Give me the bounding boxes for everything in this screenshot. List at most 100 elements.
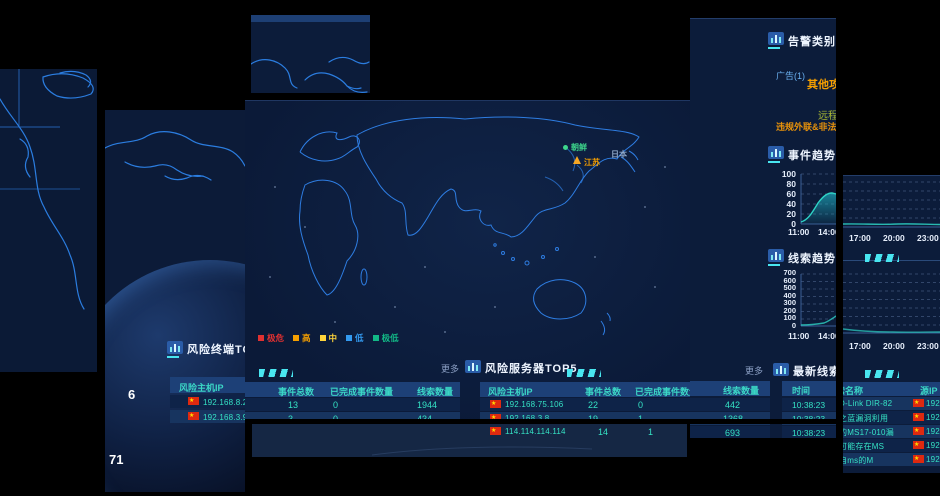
col-risk-host-ip: 风险主机IP [488,387,533,397]
table-row[interactable]: 之蓝漏洞利用 ★ 192.1 [843,411,940,424]
wordcloud-item[interactable]: 广告(1) [776,71,805,81]
window-right-strip: 17:00 20:00 23:00 17:00 20:00 23:00 索名称 … [843,175,940,473]
col-clue-count: 线索数量 [417,387,454,397]
legend-label: 极危 [267,333,285,343]
table-row[interactable]: 13 0 1944 [245,398,460,411]
cell-clue-name: 自ms的M [843,456,874,465]
x-tick: 17:00 [849,341,871,351]
cell-ip: 192.1 [926,399,940,408]
cell-done: 0 [333,414,339,421]
window-map-left: 6 71 风险终端TOP5 风险主机IP ★ 192.168.8.206 ★ 1… [105,110,245,492]
event-trend-chart [800,173,836,225]
bar-chart-icon [167,341,183,354]
y-tick: 80 [786,179,796,189]
china-flag-icon: ★ [490,400,501,408]
map-northamerica-west [0,69,94,310]
x-tick: 14:00 [818,331,836,341]
wordcloud-item[interactable]: 违规外联&非法外联 [776,122,836,132]
china-flag-icon: ★ [490,427,501,435]
table-row[interactable]: ★ 192.168.75.106 22 0 [480,398,690,411]
y-tick: 60 [786,189,796,199]
col-done-events: 已完成事件数量 [635,387,690,397]
table-header-row: 风险主机IP [170,377,245,393]
cell-clue-name: D-Link DIR-82 [843,399,893,408]
event-marker-dot[interactable] [563,145,568,150]
cell-clues: 1944 [417,400,438,410]
x-tick: 20:00 [883,233,905,243]
table-row[interactable]: 的MS17-010漏 ★ 192.1 [843,425,940,438]
window-right-panels: 告警类别 广告(1) 其他攻击 远程 违规外联&非法外联 事件趋势 100 80… [690,18,836,438]
map-marker-label: 江苏 [584,158,600,167]
cell-ip: 192.1 [926,427,940,436]
y-tick: 100 [783,313,796,322]
cell-total: 3 [288,414,294,421]
china-flag-icon: ★ [913,399,924,407]
table-row[interactable]: 442 [690,398,770,411]
bar-chart-icon [768,249,784,262]
col-time: 时间 [792,386,811,396]
map-marker-label: 朝鲜 [571,143,587,152]
event-trend-chart-tail [843,181,940,228]
table-row[interactable]: 10:38:23 [782,398,836,411]
decor-slashes [865,370,899,378]
bar-chart-icon [768,146,784,159]
bar-chart-icon [773,363,789,376]
x-tick: 23:00 [917,233,939,243]
window-map-northwest [0,69,97,372]
table-row[interactable]: 3 0 434 [245,412,460,421]
table-row[interactable]: ★ 114.114.114.114 14 1 [252,425,687,438]
col-clue-name: 索名称 [843,386,864,396]
table-header-row: 时间 [782,381,836,396]
china-flag-icon: ★ [913,441,924,449]
y-tick: 300 [783,298,796,307]
panel-title-risk-terminal: 风险终端TOP5 [187,344,245,356]
event-marker-pin[interactable] [573,156,581,164]
x-tick: 20:00 [883,341,905,351]
legend-label: 低 [355,333,364,343]
cell-ip: 192.168.3.8 [505,414,550,421]
more-link[interactable]: 更多 [745,366,764,376]
wordcloud-item[interactable]: 其他攻击 [807,79,836,91]
window-bottom-strip: ★ 114.114.114.114 14 1 [252,424,687,457]
title-underbar [768,264,780,266]
y-tick: 0 [791,320,796,330]
map-arctic [251,56,370,93]
legend-label: 中 [328,333,338,343]
title-underbar [167,356,179,358]
decor-slashes [865,254,899,262]
legend-swatch [372,335,379,341]
table-row[interactable]: ★ 192.168.8.206 [170,395,245,408]
col-source-ip: 源IP [920,386,938,396]
table-row[interactable]: 可能存在MS ★ 192.1 [843,439,940,452]
table-row[interactable]: 自ms的M ★ 192.1 [843,453,940,466]
china-flag-icon: ★ [188,397,199,405]
cell-done: 1 [648,427,654,437]
more-link[interactable]: 更多 [441,364,460,374]
table-header-row: 风险主机IP 事件总数 已完成事件数量 [480,382,690,397]
y-tick: 500 [783,283,796,292]
risk-host-ip: 192.168.3.9 [203,413,245,422]
y-tick: 20 [786,209,796,219]
table-row[interactable]: D-Link DIR-82 ★ 192.1 [843,397,940,410]
bar-chart-icon [768,32,784,45]
table-row[interactable]: ★ 192.168.3.8 19 1 [480,412,690,421]
table-row[interactable]: 693 [690,426,770,438]
cell-clue-name: 的MS17-010漏 [843,428,894,437]
legend-swatch [293,335,300,341]
x-tick: 11:00 [788,331,810,341]
x-tick: 23:00 [917,341,939,351]
table-header-row: 索名称 源IP [843,382,940,396]
cell-ip: 192.1 [926,455,940,464]
map-geo-label: 日本 [611,150,627,159]
map-greatlakes [105,131,245,181]
clue-trend-chart-tail [843,273,940,334]
table-row[interactable]: 10:38:23 [782,426,836,438]
wordcloud-item[interactable]: 远程 [818,111,836,122]
window-titlebar[interactable] [251,15,370,22]
x-tick: 14:00 [818,227,836,237]
cell-total: 14 [598,427,609,437]
map-severity-legend: 极危 高 中 低 极低 [258,332,399,344]
table-row[interactable]: ★ 192.168.3.9 [170,410,245,423]
bar-chart-icon [465,360,481,373]
